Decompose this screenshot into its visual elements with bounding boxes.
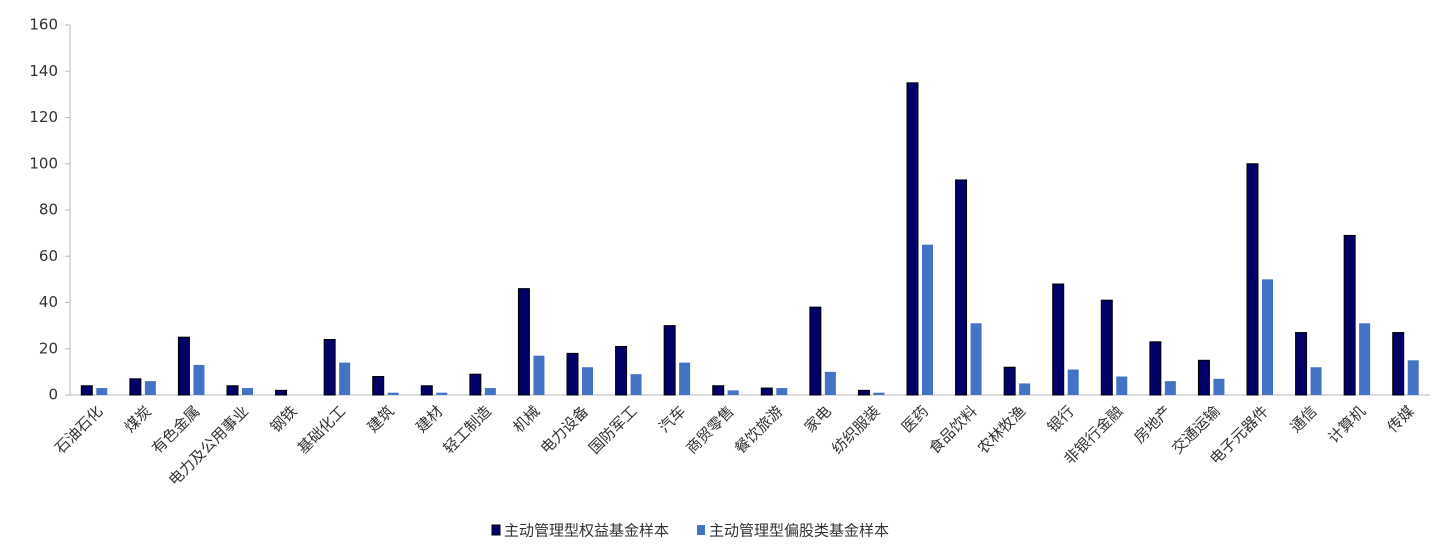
x-tick-label: 医药 — [898, 402, 932, 436]
y-tick-label: 80 — [39, 201, 58, 219]
bar — [144, 381, 156, 395]
bar — [226, 385, 239, 396]
x-tick-label: 煤炭 — [121, 402, 155, 436]
x-tick-label: 建筑 — [364, 402, 398, 436]
bar — [1295, 332, 1308, 396]
y-tick-label: 140 — [29, 62, 58, 80]
bar — [630, 374, 642, 395]
bar — [1100, 299, 1113, 396]
bar — [809, 306, 822, 396]
bar — [177, 336, 190, 396]
bar — [760, 387, 773, 396]
x-tick-label: 商贸零售 — [683, 402, 738, 457]
bar — [80, 385, 93, 396]
legend-swatch — [697, 525, 706, 535]
bar — [1392, 332, 1405, 396]
x-tick-label: 国防军工 — [585, 402, 640, 457]
bar — [824, 371, 836, 395]
bar — [582, 367, 593, 395]
bar — [1213, 378, 1225, 395]
x-tick-label: 电力设备 — [537, 402, 592, 457]
bar — [533, 355, 545, 395]
bar — [517, 288, 530, 396]
x-tick-label: 石油石化 — [51, 402, 106, 457]
bar — [1197, 359, 1210, 396]
y-tick-label: 120 — [29, 108, 58, 126]
bar — [1149, 341, 1162, 396]
bar — [1019, 383, 1031, 395]
bar — [712, 385, 725, 396]
y-tick-label: 40 — [39, 293, 58, 311]
bar — [776, 388, 788, 395]
bar — [566, 352, 579, 396]
bar — [679, 362, 691, 395]
bar — [387, 392, 399, 395]
bar — [275, 389, 288, 396]
x-tick-label: 轻工制造 — [440, 402, 495, 457]
y-tick-label: 0 — [48, 386, 58, 404]
bar — [1164, 381, 1176, 395]
bar — [323, 339, 336, 396]
bar — [1067, 369, 1079, 395]
x-tick-label: 通信 — [1287, 402, 1321, 436]
bar — [372, 376, 385, 396]
bar — [922, 244, 933, 395]
bar — [469, 373, 482, 396]
bar — [955, 179, 968, 396]
bar — [1343, 234, 1356, 396]
bar — [339, 362, 351, 395]
x-tick-label: 餐饮旅游 — [731, 402, 786, 457]
bar — [970, 323, 982, 395]
bar — [436, 392, 448, 395]
bar — [129, 378, 142, 396]
bar — [1246, 163, 1259, 396]
bar — [1116, 376, 1128, 395]
x-tick-label: 食品饮料 — [925, 402, 980, 457]
bar — [96, 388, 108, 395]
x-tick-label: 机械 — [509, 402, 543, 436]
bar — [193, 364, 205, 395]
y-tick-label: 100 — [29, 154, 58, 172]
bar — [242, 388, 253, 395]
bar — [1359, 323, 1371, 395]
bar — [484, 388, 496, 395]
bar — [727, 390, 739, 395]
bar — [906, 82, 919, 396]
y-tick-label: 60 — [39, 247, 58, 265]
x-tick-label: 汽车 — [655, 402, 689, 436]
x-tick-label: 纺织服装 — [828, 402, 883, 457]
bar — [420, 385, 433, 396]
x-tick-label: 建材 — [412, 402, 446, 436]
x-tick-label: 钢铁 — [267, 402, 301, 436]
bar — [1052, 283, 1065, 396]
legend-label: 主动管理型权益基金样本 — [504, 522, 669, 540]
x-tick-label: 传媒 — [1384, 402, 1418, 436]
x-tick-label: 计算机 — [1325, 402, 1370, 447]
bar — [857, 389, 870, 396]
x-tick-label: 房地产 — [1130, 402, 1175, 447]
bar — [663, 325, 676, 396]
legend-label: 主动管理型偏股类基金样本 — [709, 522, 889, 540]
x-tick-label: 家电 — [801, 402, 835, 436]
bar — [1310, 367, 1322, 395]
bar — [1407, 360, 1419, 395]
bar — [873, 392, 885, 395]
x-tick-label: 农林牧渔 — [974, 402, 1029, 457]
bar — [1003, 366, 1016, 396]
bar — [615, 345, 628, 396]
x-tick-label: 银行 — [1044, 402, 1078, 436]
y-tick-label: 160 — [29, 16, 58, 34]
legend-swatch — [491, 524, 501, 536]
y-tick-label: 20 — [39, 339, 58, 357]
bar — [1262, 279, 1273, 395]
x-tick-label: 基础化工 — [294, 402, 349, 457]
